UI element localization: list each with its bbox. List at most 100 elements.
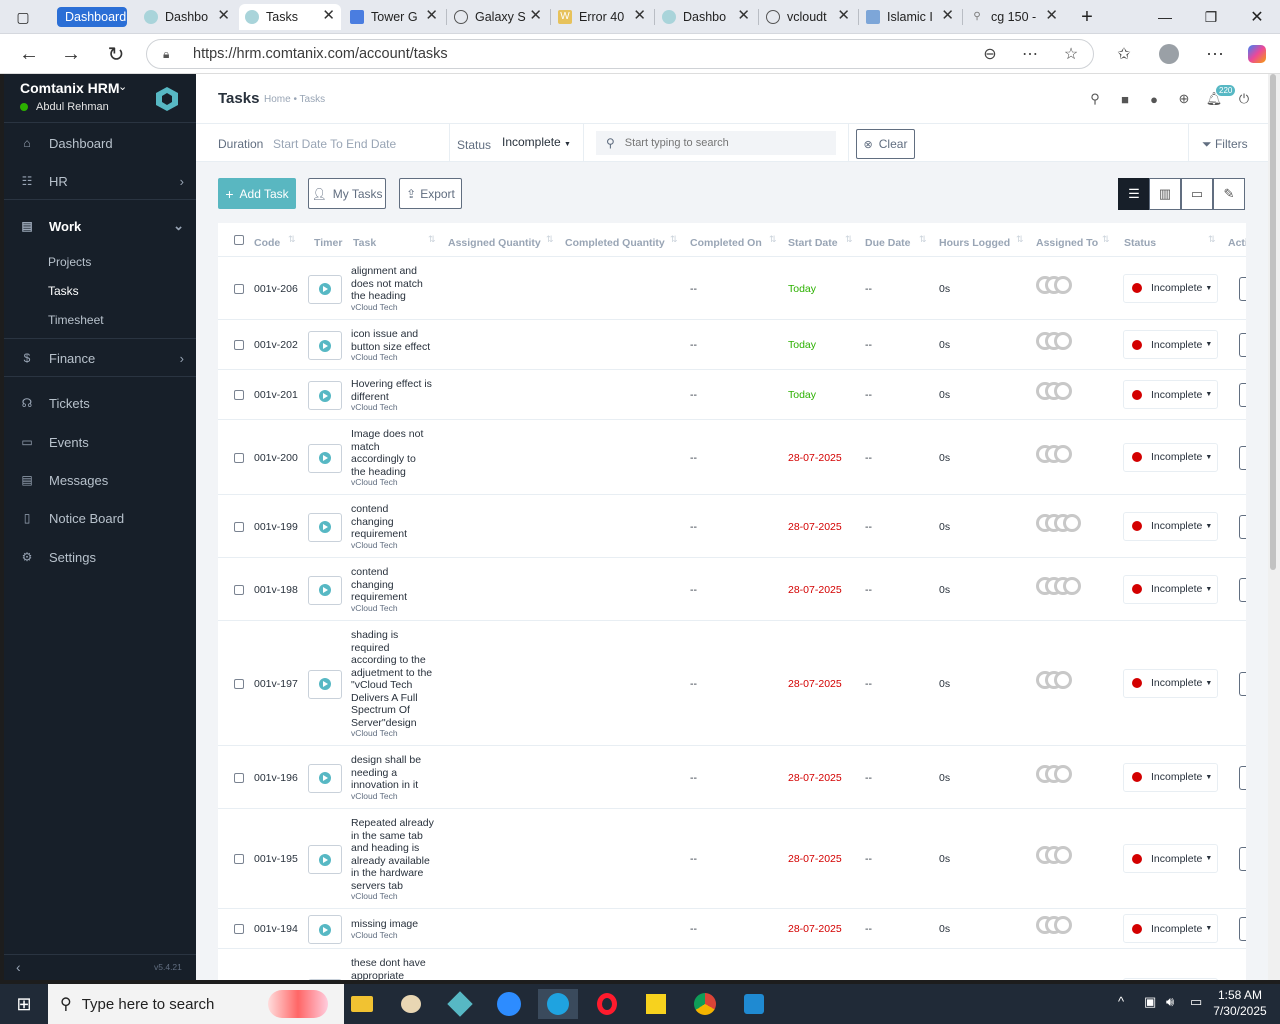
calendar-view-icon[interactable]: ▭: [1181, 178, 1213, 210]
search-input[interactable]: [624, 137, 825, 149]
clear-filters-button[interactable]: ⊗ Clear: [856, 129, 915, 159]
start-timer-button[interactable]: [308, 669, 342, 699]
new-tab-icon[interactable]: +: [1081, 5, 1093, 28]
task-code[interactable]: 001v-197: [254, 677, 298, 690]
chrome-icon[interactable]: [685, 989, 725, 1019]
row-checkbox[interactable]: [234, 772, 244, 783]
hrm-app-icon[interactable]: [440, 989, 480, 1019]
action-menu-button[interactable]: [1239, 847, 1246, 871]
col-status[interactable]: Status: [1124, 237, 1157, 249]
power-icon[interactable]: ⏻: [1238, 91, 1250, 106]
col-assigned-quantity[interactable]: Assigned Quantity: [448, 237, 541, 249]
minimize-icon[interactable]: —: [1158, 9, 1172, 25]
forward-icon[interactable]: →: [61, 42, 81, 65]
row-checkbox[interactable]: [234, 390, 244, 400]
tab-islamic[interactable]: Islamic I ✕: [860, 4, 960, 30]
action-menu-button[interactable]: [1239, 577, 1246, 602]
breadcrumb[interactable]: Home • Tasks: [264, 94, 326, 105]
status-dropdown[interactable]: Incomplete▼: [1123, 978, 1218, 980]
task-name[interactable]: contend changing requirement vCloud Tech: [351, 503, 439, 550]
task-name[interactable]: these dont haveappropriatespace in the"F…: [351, 957, 439, 980]
settings-menu-icon[interactable]: ⋯: [1206, 43, 1224, 64]
start-timer-button[interactable]: [308, 443, 342, 473]
task-code[interactable]: 001v-194: [254, 923, 298, 935]
restore-icon[interactable]: ❐: [1204, 8, 1218, 25]
select-all-checkbox[interactable]: [234, 235, 244, 245]
file-explorer-icon[interactable]: [342, 989, 382, 1019]
sidebar-item-work[interactable]: ▤ Work ⌄: [4, 208, 196, 244]
tab-actions-icon[interactable]: ▢: [16, 8, 30, 25]
row-checkbox[interactable]: [234, 924, 244, 934]
start-timer-button[interactable]: [308, 575, 342, 605]
status-select[interactable]: Incomplete ▼: [502, 135, 571, 149]
back-icon[interactable]: ←: [19, 42, 39, 65]
task-code[interactable]: 001v-200: [254, 451, 298, 464]
sidebar-item-hr[interactable]: ☷ HR ›: [4, 163, 196, 199]
profile-avatar-icon[interactable]: [1157, 42, 1181, 66]
start-timer-button[interactable]: [308, 979, 342, 980]
task-name[interactable]: design shall be needing a innovation in it…: [351, 754, 439, 801]
system-clock[interactable]: 1:58 AM 7/30/2025: [1210, 987, 1270, 1019]
close-tab-icon[interactable]: ✕: [217, 7, 230, 24]
page-scrollbar[interactable]: [1268, 74, 1280, 980]
avatar[interactable]: [1054, 670, 1072, 689]
board-view-icon[interactable]: ▥: [1149, 178, 1181, 210]
task-name[interactable]: missing image vCloud Tech: [351, 918, 439, 940]
close-tab-icon[interactable]: ✕: [1045, 7, 1058, 24]
close-tab-icon[interactable]: ✕: [941, 7, 954, 24]
windows-start-icon[interactable]: ⊞: [16, 993, 32, 1014]
collapse-sidebar-icon[interactable]: ‹: [16, 959, 21, 975]
paint-icon[interactable]: [391, 989, 431, 1019]
avatar[interactable]: [1054, 332, 1072, 350]
task-code[interactable]: 001v-195: [254, 853, 298, 865]
sidebar-sub-timesheet[interactable]: Timesheet: [48, 313, 104, 327]
action-menu-button[interactable]: [1239, 276, 1246, 301]
col-due-date[interactable]: Due Date: [865, 237, 911, 249]
close-tab-icon[interactable]: ✕: [633, 7, 646, 24]
task-code[interactable]: 001v-198: [254, 583, 298, 596]
copilot-icon[interactable]: [1245, 42, 1269, 66]
action-menu-button[interactable]: [1239, 514, 1246, 539]
tab-dashboard-2[interactable]: Dashbo ✕: [138, 4, 236, 30]
task-name[interactable]: Repeated already in the same tab and headi…: [351, 817, 439, 901]
row-checkbox[interactable]: [234, 452, 244, 463]
close-tab-icon[interactable]: ✕: [737, 7, 750, 24]
url-field[interactable]: 🔒︎ https://hrm.comtanix.com/account/task…: [146, 39, 1094, 69]
action-menu-button[interactable]: [1239, 445, 1246, 470]
col-hours-logged[interactable]: Hours Logged: [939, 237, 1011, 249]
favorites-icon[interactable]: ✩: [1117, 46, 1131, 63]
row-checkbox[interactable]: [234, 340, 244, 350]
avatar[interactable]: [1054, 764, 1072, 783]
chevron-down-icon[interactable]: ⌄: [118, 81, 128, 93]
start-timer-button[interactable]: [308, 331, 342, 360]
more-page-icon[interactable]: ⋯: [1022, 46, 1038, 63]
start-timer-button[interactable]: [308, 274, 342, 304]
task-code[interactable]: 001v-196: [254, 771, 298, 784]
pin-icon[interactable]: ✎: [1213, 178, 1245, 210]
task-name[interactable]: alignment and does not match the heading vC…: [351, 265, 439, 312]
task-name[interactable]: contend changing requirement vCloud Tech: [351, 566, 439, 613]
add-circle-icon[interactable]: ⊕: [1178, 91, 1190, 106]
my-tasks-button[interactable]: 👤︎ My Tasks: [308, 178, 386, 209]
status-dropdown[interactable]: Incomplete▼: [1123, 380, 1218, 409]
row-checkbox[interactable]: [234, 283, 244, 294]
tab-dashboard-3[interactable]: Dashbo ✕: [656, 4, 756, 30]
task-code[interactable]: 001v-199: [254, 520, 298, 533]
close-tab-icon[interactable]: ✕: [529, 7, 542, 24]
task-code[interactable]: 001v-206: [254, 282, 298, 295]
sidebar-item-notice-board[interactable]: ▯ Notice Board: [4, 500, 196, 536]
action-menu-button[interactable]: [1239, 765, 1246, 790]
sidebar-item-dashboard[interactable]: ⌂ Dashboard: [4, 125, 196, 161]
close-tab-icon[interactable]: ✕: [322, 7, 335, 24]
tab-tower[interactable]: Tower G ✕: [344, 4, 444, 30]
opera-icon[interactable]: [587, 989, 627, 1019]
status-dropdown[interactable]: Incomplete▼: [1123, 844, 1218, 873]
filters-button[interactable]: ⏷ Filters: [1202, 137, 1248, 152]
task-name[interactable]: icon issue and button size effect vCloud T…: [351, 328, 439, 362]
sticky-note-icon[interactable]: ■: [1121, 91, 1129, 107]
task-name[interactable]: shading is required according to the adjuet…: [351, 629, 439, 738]
col-task[interactable]: Task: [353, 237, 377, 249]
avatar[interactable]: [1054, 382, 1072, 400]
row-checkbox[interactable]: [234, 584, 244, 595]
search-icon[interactable]: ⚲: [1090, 91, 1100, 106]
